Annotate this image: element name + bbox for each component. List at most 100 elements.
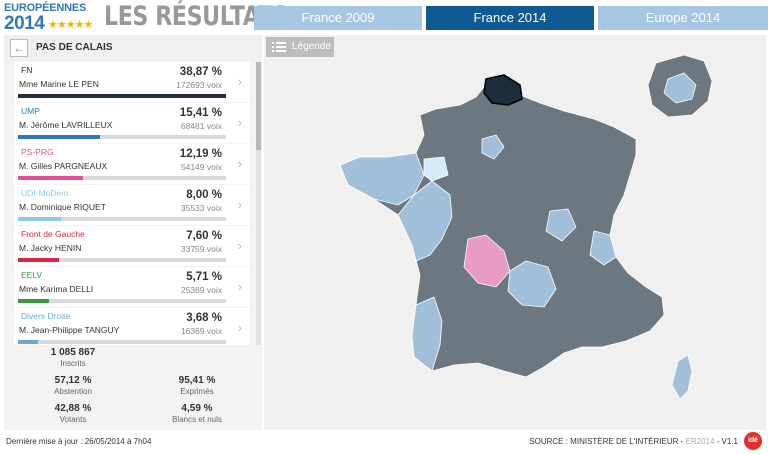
map-corse[interactable] (671, 354, 693, 400)
tab-europe-2014[interactable]: Europe 2014 (598, 6, 768, 30)
party-label: FN (18, 65, 36, 75)
scrollbar-thumb[interactable] (256, 62, 261, 150)
map-region-paris (481, 134, 505, 160)
version-text: - V1.1 (714, 437, 738, 446)
department-header: ← PAS DE CALAIS (4, 35, 262, 61)
stat-blancs: 4,59 % Blancs et nuls (137, 403, 257, 425)
list-icon (272, 42, 286, 52)
candidate-votes: 25389 voix (180, 285, 222, 295)
party-label: EELV (18, 270, 46, 280)
share-bar-fill (18, 135, 100, 139)
share-bar-track (18, 299, 226, 303)
candidate-name: M. Jérôme LAVRILLEUX (19, 120, 113, 130)
source-credit: SOURCE : MINISTÈRE DE L'INTÉRIEUR - ER20… (529, 437, 738, 446)
arrow-left-icon: ← (13, 41, 25, 55)
candidate-name: M. Jacky HENIN (19, 243, 82, 253)
stat-label: Exprimés (180, 387, 214, 396)
candidate-row[interactable]: PS-PRG M. Gilles PARGNEAUX 12,19 % 54149 vo… (14, 144, 250, 184)
logo-year-text: 2014 (4, 13, 45, 34)
candidate-name: Mme Marine LE PEN (19, 79, 99, 89)
party-label: UMP (18, 106, 43, 116)
map-region-mayenne (423, 156, 449, 182)
map-area: Légende (264, 35, 766, 430)
france-departments-map[interactable] (264, 35, 766, 430)
stat-value: 4,59 % (181, 403, 213, 414)
tab-france-2014[interactable]: France 2014 (426, 6, 594, 30)
candidate-percent: 7,60 % (186, 230, 222, 242)
map-region-rhone (545, 208, 577, 242)
source-text: SOURCE : MINISTÈRE DE L'INTÉRIEUR - (529, 437, 686, 446)
map-region-aquitaine (411, 296, 443, 372)
stat-label: Inscrits (60, 359, 86, 368)
map-region-alpes (589, 230, 617, 266)
back-button[interactable]: ← (10, 39, 28, 57)
stat-value: 57,12 % (54, 375, 92, 386)
candidate-row[interactable]: UDI-MoDem M. Dominique RIQUET 8,00 % 35533 … (14, 185, 250, 225)
candidate-row[interactable]: FN Mme Marine LE PEN 38,87 % 172693 voix › (14, 62, 250, 102)
results-panel: ← PAS DE CALAIS FN Mme Marine LE PEN 38,87… (4, 35, 262, 430)
source-code: ER2014 (685, 437, 715, 446)
candidate-list-scrollbar[interactable] (256, 62, 261, 345)
last-update: Dernière mise à jour : 26/05/2014 à 7h04 (6, 437, 152, 446)
candidate-percent: 15,41 % (179, 107, 222, 119)
map-france-mainland (339, 76, 665, 378)
share-bar-fill (18, 94, 226, 98)
share-bar-fill (18, 176, 83, 180)
ide-logo[interactable]: idé (744, 432, 762, 450)
chevron-right-icon: › (237, 238, 242, 253)
candidate-votes: 68481 voix (180, 121, 222, 131)
share-bar-track (18, 340, 226, 344)
stat-label: Votants (59, 415, 87, 424)
map-inset-paris-center (663, 72, 697, 104)
candidate-percent: 8,00 % (186, 189, 222, 201)
chevron-right-icon: › (237, 115, 242, 130)
candidate-votes: 172693 voix (176, 80, 222, 90)
europeennes-logo: EUROPÉENNES 2014 ★★★★★ (4, 2, 102, 34)
map-region-loire (397, 180, 453, 262)
candidate-row[interactable]: EELV Mme Karima DELLI 5,71 % 25389 voix › (14, 267, 250, 307)
legend-button[interactable]: Légende (266, 37, 334, 57)
stat-votants: 42,88 % Votants (13, 403, 133, 425)
legend-label: Légende (292, 41, 331, 52)
map-department-pas-de-calais[interactable] (483, 74, 523, 106)
party-label: Divers Droite (18, 311, 74, 321)
share-bar-track (18, 176, 226, 180)
candidate-percent: 38,87 % (179, 66, 222, 78)
candidate-votes: 54149 voix (180, 162, 222, 172)
candidate-percent: 5,71 % (186, 271, 222, 283)
candidate-name: M. Gilles PARGNEAUX (19, 161, 108, 171)
party-label: Front de Gauche (18, 229, 88, 239)
party-label: PS-PRG (18, 147, 57, 157)
stat-label: Blancs et nuls (172, 415, 222, 424)
candidate-row[interactable]: UMP M. Jérôme LAVRILLEUX 15,41 % 68481 voix… (14, 103, 250, 143)
map-region-auvergne (507, 260, 557, 308)
chevron-right-icon: › (237, 197, 242, 212)
chevron-right-icon: › (237, 320, 242, 335)
candidate-name: Mme Karima DELLI (19, 284, 94, 294)
election-tabs: France 2009 France 2014 Europe 2014 (254, 6, 768, 30)
share-bar-fill (18, 340, 38, 344)
share-bar-track (18, 217, 226, 221)
candidate-percent: 3,68 % (186, 312, 222, 324)
chevron-right-icon: › (237, 156, 242, 171)
turnout-stats: 1 085 867 Inscrits 57,12 % Abstention 95… (4, 347, 262, 430)
header: EUROPÉENNES 2014 ★★★★★ LES RÉSULTATS Fra… (0, 0, 768, 34)
department-name: PAS DE CALAIS (36, 42, 113, 53)
candidate-percent: 12,19 % (179, 148, 222, 160)
party-label: UDI-MoDem (18, 188, 72, 198)
share-bar-track (18, 258, 226, 262)
map-region-bretagne (339, 152, 425, 206)
stat-value: 42,88 % (54, 403, 92, 414)
stat-value: 95,41 % (178, 375, 216, 386)
share-bar-fill (18, 258, 59, 262)
share-bar-fill (18, 299, 49, 303)
logo-top-text: EUROPÉENNES (4, 2, 87, 14)
candidate-votes: 16369 voix (180, 326, 222, 336)
candidate-votes: 33759 voix (180, 244, 222, 254)
map-region-limousin (463, 234, 511, 288)
candidate-list[interactable]: FN Mme Marine LE PEN 38,87 % 172693 voix › UM… (14, 62, 254, 345)
tab-france-2009[interactable]: France 2009 (254, 6, 422, 30)
candidate-row[interactable]: Divers Droite M. Jean-Philippe TANGUY 3,68… (14, 308, 250, 345)
candidate-row[interactable]: Front de Gauche M. Jacky HENIN 7,60 % 33759… (14, 226, 250, 266)
share-bar-track (18, 135, 226, 139)
